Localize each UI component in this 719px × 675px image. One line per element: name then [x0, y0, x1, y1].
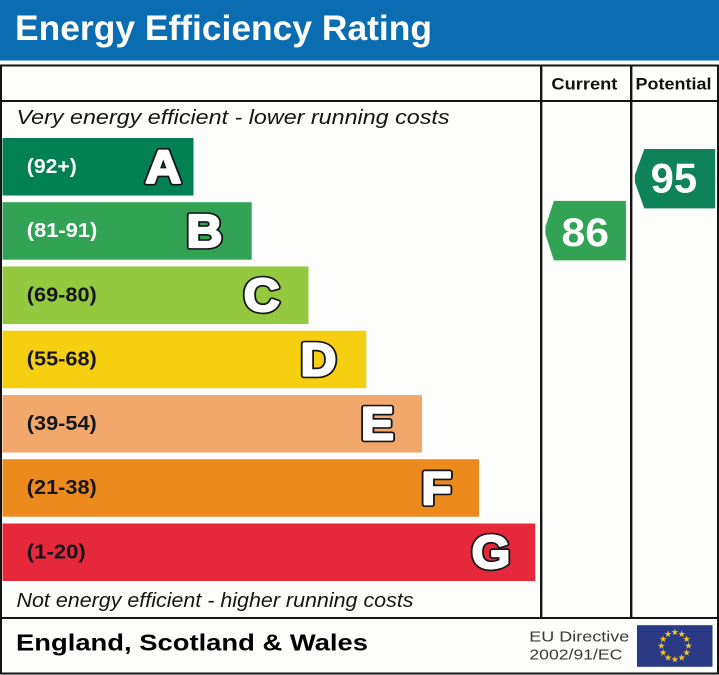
- svg-text:C: C: [244, 269, 280, 321]
- svg-text:E: E: [361, 398, 394, 450]
- svg-text:A: A: [145, 141, 181, 193]
- svg-text:B: B: [187, 205, 223, 257]
- svg-text:A: A: [145, 141, 181, 193]
- svg-text:(21-38): (21-38): [27, 477, 97, 499]
- svg-text:Not energy efficient - higher: Not energy efficient - higher running co…: [17, 589, 414, 612]
- svg-text:(81-91): (81-91): [27, 220, 98, 242]
- svg-text:England, Scotland & Wales: England, Scotland & Wales: [16, 629, 368, 655]
- svg-text:D: D: [301, 333, 337, 385]
- svg-text:F: F: [421, 462, 451, 514]
- svg-text:(1-20): (1-20): [27, 542, 86, 564]
- svg-text:(39-54): (39-54): [27, 413, 97, 435]
- svg-text:2002/91/EC: 2002/91/EC: [529, 647, 622, 664]
- svg-text:F: F: [421, 462, 451, 514]
- svg-text:95: 95: [651, 154, 698, 201]
- svg-text:EU Directive: EU Directive: [529, 628, 629, 645]
- svg-text:G: G: [472, 526, 511, 578]
- svg-text:86: 86: [562, 211, 610, 255]
- svg-text:Very energy efficient - lower: Very energy efficient - lower running co…: [17, 106, 450, 129]
- svg-text:E: E: [361, 398, 394, 450]
- svg-text:(92+): (92+): [27, 156, 77, 178]
- svg-text:B: B: [187, 205, 223, 257]
- svg-text:Energy Efficiency Rating: Energy Efficiency Rating: [15, 8, 432, 48]
- svg-text:D: D: [301, 333, 337, 385]
- svg-text:(69-80): (69-80): [27, 285, 97, 307]
- svg-text:Current: Current: [551, 74, 617, 93]
- svg-text:(55-68): (55-68): [27, 349, 97, 371]
- svg-text:Potential: Potential: [636, 74, 712, 93]
- svg-text:G: G: [472, 526, 511, 578]
- svg-text:C: C: [244, 269, 280, 321]
